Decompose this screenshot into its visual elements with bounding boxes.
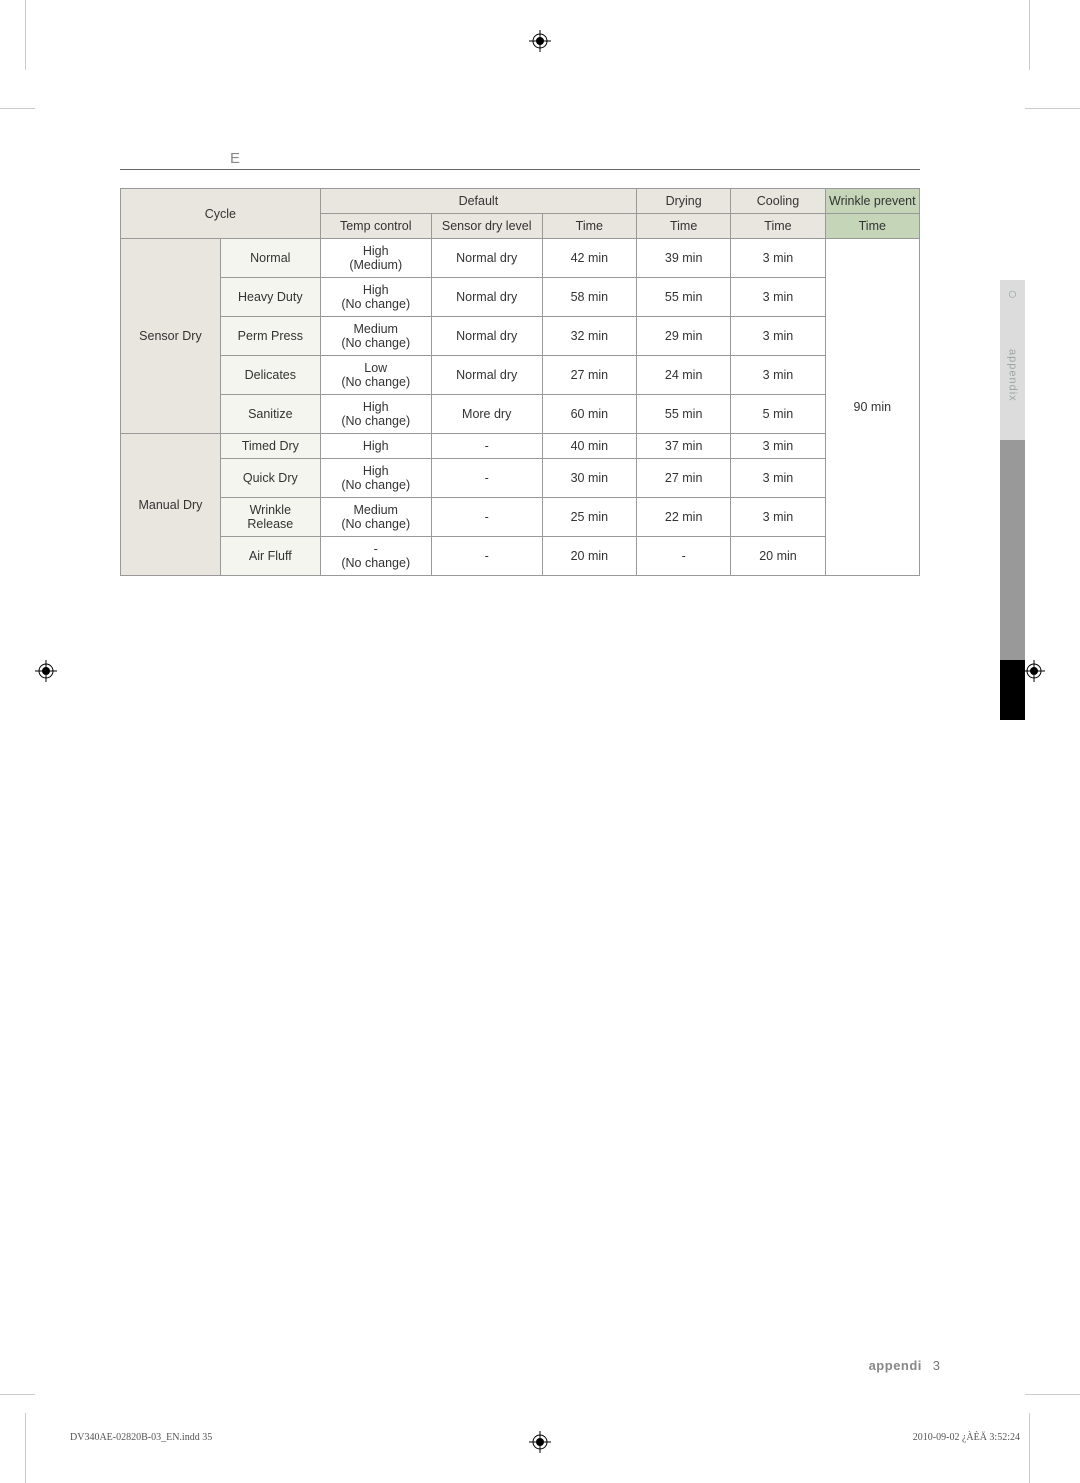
page-content: E Cycle Default Drying Cooling Wrinkle p… bbox=[120, 150, 920, 576]
data-cell: 20 min bbox=[542, 537, 636, 576]
data-cell: 32 min bbox=[542, 317, 636, 356]
cycle-cell: Normal bbox=[220, 239, 320, 278]
registration-mark-icon bbox=[1023, 660, 1045, 682]
table-row: Manual DryTimed DryHigh-40 min37 min3 mi… bbox=[121, 434, 920, 459]
print-timestamp: 2010-09-02 ¿ÀÈÄ 3:52:24 bbox=[913, 1432, 1020, 1443]
temp-cell: High(Medium) bbox=[320, 239, 431, 278]
registration-mark-icon bbox=[35, 660, 57, 682]
data-cell: 27 min bbox=[637, 459, 731, 498]
data-cell: 3 min bbox=[731, 434, 825, 459]
data-cell: 20 min bbox=[731, 537, 825, 576]
temp-cell: High bbox=[320, 434, 431, 459]
section-heading: E bbox=[120, 150, 920, 170]
cycle-cell: Timed Dry bbox=[220, 434, 320, 459]
cycle-cell: WrinkleRelease bbox=[220, 498, 320, 537]
data-cell: Normal dry bbox=[431, 278, 542, 317]
cycle-cell: Perm Press bbox=[220, 317, 320, 356]
header-time: Time bbox=[542, 214, 636, 239]
data-cell: 25 min bbox=[542, 498, 636, 537]
table-row: Perm PressMedium(No change)Normal dry32 … bbox=[121, 317, 920, 356]
cycle-cell: Delicates bbox=[220, 356, 320, 395]
data-cell: - bbox=[637, 537, 731, 576]
data-cell: Normal dry bbox=[431, 239, 542, 278]
data-cell: - bbox=[431, 434, 542, 459]
data-cell: 58 min bbox=[542, 278, 636, 317]
data-cell: 42 min bbox=[542, 239, 636, 278]
cycle-cell: Heavy Duty bbox=[220, 278, 320, 317]
cycle-cell: Quick Dry bbox=[220, 459, 320, 498]
temp-cell: High(No change) bbox=[320, 459, 431, 498]
side-tab-label: appendix bbox=[1007, 349, 1019, 402]
data-cell: 55 min bbox=[637, 278, 731, 317]
cycle-cell: Sanitize bbox=[220, 395, 320, 434]
header-default: Default bbox=[320, 189, 636, 214]
data-cell: 3 min bbox=[731, 356, 825, 395]
header-cycle: Cycle bbox=[121, 189, 321, 239]
data-cell: Normal dry bbox=[431, 356, 542, 395]
data-cell: 39 min bbox=[637, 239, 731, 278]
temp-cell: Medium(No change) bbox=[320, 317, 431, 356]
registration-mark-icon bbox=[529, 30, 551, 52]
data-cell: Normal dry bbox=[431, 317, 542, 356]
header-cooling: Cooling bbox=[731, 189, 825, 214]
header-drying: Drying bbox=[637, 189, 731, 214]
temp-cell: -(No change) bbox=[320, 537, 431, 576]
table-row: Air Fluff-(No change)-20 min-20 min bbox=[121, 537, 920, 576]
table-row: WrinkleReleaseMedium(No change)-25 min22… bbox=[121, 498, 920, 537]
header-time: Time bbox=[825, 214, 919, 239]
table-row: Heavy DutyHigh(No change)Normal dry58 mi… bbox=[121, 278, 920, 317]
table-row: Sensor DryNormalHigh(Medium)Normal dry42… bbox=[121, 239, 920, 278]
data-cell: 3 min bbox=[731, 317, 825, 356]
group-cell: Manual Dry bbox=[121, 434, 221, 576]
table-row: SanitizeHigh(No change)More dry60 min55 … bbox=[121, 395, 920, 434]
data-cell: 55 min bbox=[637, 395, 731, 434]
group-cell: Sensor Dry bbox=[121, 239, 221, 434]
data-cell: 24 min bbox=[637, 356, 731, 395]
temp-cell: Low(No change) bbox=[320, 356, 431, 395]
wrinkle-cell: 90 min bbox=[825, 239, 919, 576]
temp-cell: Medium(No change) bbox=[320, 498, 431, 537]
table-row: DelicatesLow(No change)Normal dry27 min2… bbox=[121, 356, 920, 395]
temp-cell: High(No change) bbox=[320, 278, 431, 317]
header-time: Time bbox=[637, 214, 731, 239]
data-cell: 40 min bbox=[542, 434, 636, 459]
table-row: Quick DryHigh(No change)-30 min27 min3 m… bbox=[121, 459, 920, 498]
cycle-cell: Air Fluff bbox=[220, 537, 320, 576]
indd-filename: DV340AE-02820B-03_EN.indd 35 bbox=[70, 1432, 212, 1443]
data-cell: - bbox=[431, 498, 542, 537]
temp-cell: High(No change) bbox=[320, 395, 431, 434]
side-tab: ○ appendix bbox=[1000, 280, 1025, 760]
data-cell: 3 min bbox=[731, 278, 825, 317]
data-cell: 30 min bbox=[542, 459, 636, 498]
header-time: Time bbox=[731, 214, 825, 239]
data-cell: 3 min bbox=[731, 239, 825, 278]
footer-page: 3 bbox=[933, 1358, 940, 1373]
data-cell: 37 min bbox=[637, 434, 731, 459]
footer-label: appendi bbox=[869, 1358, 922, 1373]
page-footer: appendi 3 bbox=[869, 1358, 940, 1373]
header-temp: Temp control bbox=[320, 214, 431, 239]
data-cell: 5 min bbox=[731, 395, 825, 434]
cycle-chart-table: Cycle Default Drying Cooling Wrinkle pre… bbox=[120, 188, 920, 576]
side-tab-marker: ○ bbox=[1000, 280, 1025, 310]
data-cell: More dry bbox=[431, 395, 542, 434]
data-cell: - bbox=[431, 537, 542, 576]
data-cell: 29 min bbox=[637, 317, 731, 356]
data-cell: 27 min bbox=[542, 356, 636, 395]
header-wrinkle: Wrinkle prevent bbox=[825, 189, 919, 214]
data-cell: 3 min bbox=[731, 459, 825, 498]
registration-mark-icon bbox=[529, 1431, 551, 1453]
data-cell: 22 min bbox=[637, 498, 731, 537]
data-cell: 3 min bbox=[731, 498, 825, 537]
header-sensor: Sensor dry level bbox=[431, 214, 542, 239]
data-cell: - bbox=[431, 459, 542, 498]
data-cell: 60 min bbox=[542, 395, 636, 434]
